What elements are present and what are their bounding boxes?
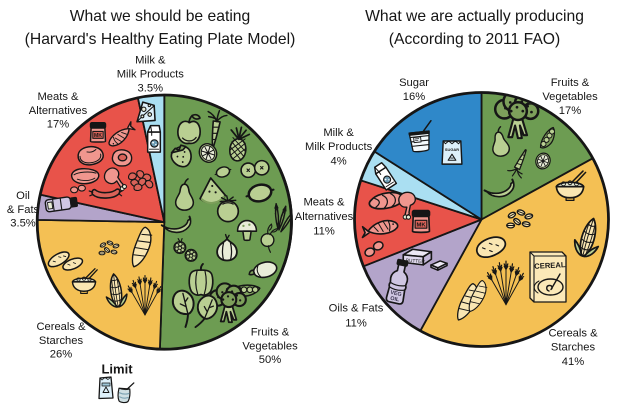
svg-text:Starches: Starches (39, 335, 84, 347)
svg-text:Oils & Fats: Oils & Fats (329, 303, 384, 315)
svg-text:CEREAL: CEREAL (534, 260, 566, 271)
svg-text:26%: 26% (50, 348, 72, 360)
svg-text:What we should be eating: What we should be eating (70, 8, 251, 25)
svg-text:Fruits &: Fruits & (251, 327, 290, 339)
svg-text:Fruits &: Fruits & (551, 77, 590, 89)
svg-text:Milk Products: Milk Products (305, 141, 373, 153)
svg-text:41%: 41% (562, 356, 584, 368)
svg-text:Milk &: Milk & (135, 55, 166, 67)
svg-text:Vegetables: Vegetables (242, 340, 298, 352)
svg-text:OIL: OIL (390, 296, 401, 304)
svg-text:& Fats: & Fats (7, 204, 40, 216)
svg-text:Cereals &: Cereals & (548, 328, 598, 340)
svg-text:17%: 17% (559, 105, 581, 117)
svg-text:Alternatives: Alternatives (295, 211, 354, 223)
svg-text:Meats &: Meats & (37, 91, 79, 103)
svg-text:MK: MK (416, 222, 426, 228)
svg-text:11%: 11% (313, 226, 335, 238)
svg-text:3.5%: 3.5% (138, 82, 164, 94)
svg-text:Oil: Oil (16, 190, 30, 202)
svg-text:Starches: Starches (551, 342, 596, 354)
svg-text:Milk &: Milk & (323, 127, 354, 139)
svg-text:50%: 50% (259, 354, 281, 366)
svg-text:Milk Products: Milk Products (117, 69, 185, 81)
svg-text:17%: 17% (47, 119, 69, 131)
svg-text:Limit: Limit (101, 361, 133, 376)
svg-text:Cereals &: Cereals & (36, 321, 86, 333)
svg-text:11%: 11% (345, 318, 367, 330)
svg-text:Vegetables: Vegetables (542, 91, 598, 103)
svg-text:Alternatives: Alternatives (29, 105, 88, 117)
svg-text:Meats &: Meats & (303, 197, 345, 209)
svg-text:VEG: VEG (390, 290, 402, 298)
svg-text:Sugar: Sugar (399, 77, 429, 89)
svg-text:16%: 16% (403, 91, 425, 103)
svg-text:(Harvard's Healthy Eating Plat: (Harvard's Healthy Eating Plate Model) (25, 31, 296, 48)
svg-text:3.5%: 3.5% (10, 217, 36, 229)
svg-text:MK: MK (94, 133, 102, 139)
svg-text:SUGAR: SUGAR (445, 147, 459, 152)
svg-text:BUTTER: BUTTER (406, 258, 426, 265)
svg-text:What we are actually producing: What we are actually producing (365, 8, 584, 25)
svg-text:4%: 4% (331, 155, 347, 167)
svg-text:(According to 2011 FAO): (According to 2011 FAO) (389, 31, 560, 48)
